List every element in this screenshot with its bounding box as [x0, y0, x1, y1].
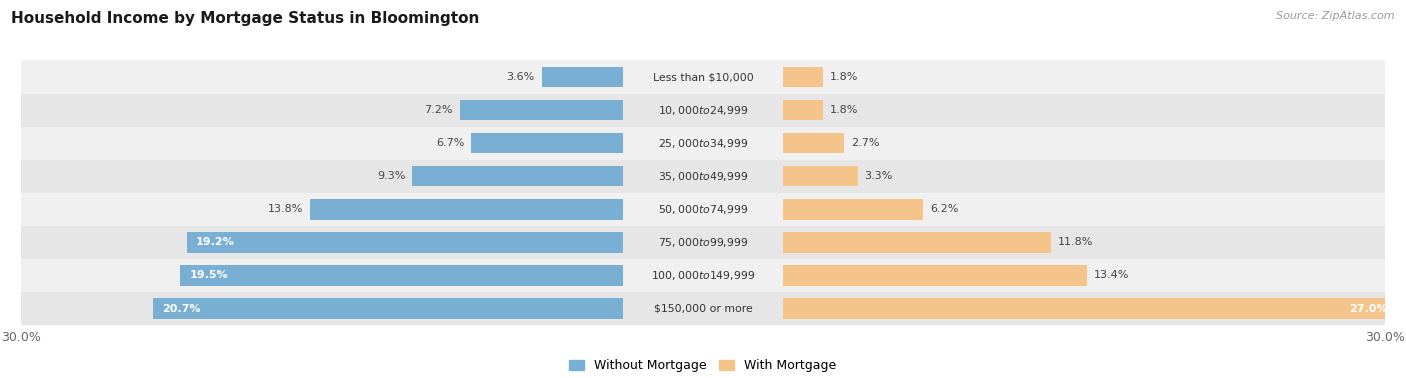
Text: 3.3%: 3.3%	[865, 171, 893, 181]
Bar	[21, 160, 1385, 193]
Bar	[541, 67, 623, 87]
Text: $150,000 or more: $150,000 or more	[654, 304, 752, 313]
Text: $35,000 to $49,999: $35,000 to $49,999	[658, 170, 748, 183]
Text: 27.0%: 27.0%	[1348, 304, 1388, 313]
Bar	[783, 298, 1396, 319]
Text: 2.7%: 2.7%	[851, 138, 879, 148]
Bar	[783, 67, 824, 87]
Text: $100,000 to $149,999: $100,000 to $149,999	[651, 269, 755, 282]
Bar	[783, 199, 924, 220]
Text: $50,000 to $74,999: $50,000 to $74,999	[658, 203, 748, 216]
Bar	[783, 265, 1087, 286]
Bar	[187, 232, 623, 253]
Bar	[180, 265, 623, 286]
Text: Less than $10,000: Less than $10,000	[652, 72, 754, 82]
Bar	[21, 226, 1385, 259]
Text: $10,000 to $24,999: $10,000 to $24,999	[658, 104, 748, 116]
Text: $25,000 to $34,999: $25,000 to $34,999	[658, 137, 748, 150]
Text: Household Income by Mortgage Status in Bloomington: Household Income by Mortgage Status in B…	[11, 11, 479, 26]
Bar	[783, 166, 858, 186]
Text: 7.2%: 7.2%	[425, 105, 453, 115]
Bar	[783, 100, 824, 120]
Legend: Without Mortgage, With Mortgage: Without Mortgage, With Mortgage	[564, 354, 842, 377]
Bar	[460, 100, 623, 120]
Text: 19.5%: 19.5%	[190, 271, 228, 280]
Text: 19.2%: 19.2%	[195, 237, 235, 247]
Text: 9.3%: 9.3%	[377, 171, 405, 181]
Text: 20.7%: 20.7%	[162, 304, 201, 313]
Bar	[21, 292, 1385, 325]
Text: 6.7%: 6.7%	[436, 138, 464, 148]
Bar	[21, 193, 1385, 226]
Bar	[153, 298, 623, 319]
Text: Source: ZipAtlas.com: Source: ZipAtlas.com	[1277, 11, 1395, 21]
Text: 1.8%: 1.8%	[831, 105, 859, 115]
Text: $75,000 to $99,999: $75,000 to $99,999	[658, 236, 748, 249]
Bar	[471, 133, 623, 153]
Text: 3.6%: 3.6%	[506, 72, 534, 82]
Bar	[783, 232, 1050, 253]
Bar	[309, 199, 623, 220]
Text: 6.2%: 6.2%	[931, 204, 959, 214]
Bar	[21, 94, 1385, 127]
Text: 13.4%: 13.4%	[1094, 271, 1129, 280]
Bar	[412, 166, 623, 186]
Text: 13.8%: 13.8%	[267, 204, 302, 214]
Bar	[21, 127, 1385, 160]
Text: 11.8%: 11.8%	[1057, 237, 1092, 247]
Text: 1.8%: 1.8%	[831, 72, 859, 82]
Bar	[21, 60, 1385, 94]
Bar	[21, 259, 1385, 292]
Bar	[783, 133, 844, 153]
